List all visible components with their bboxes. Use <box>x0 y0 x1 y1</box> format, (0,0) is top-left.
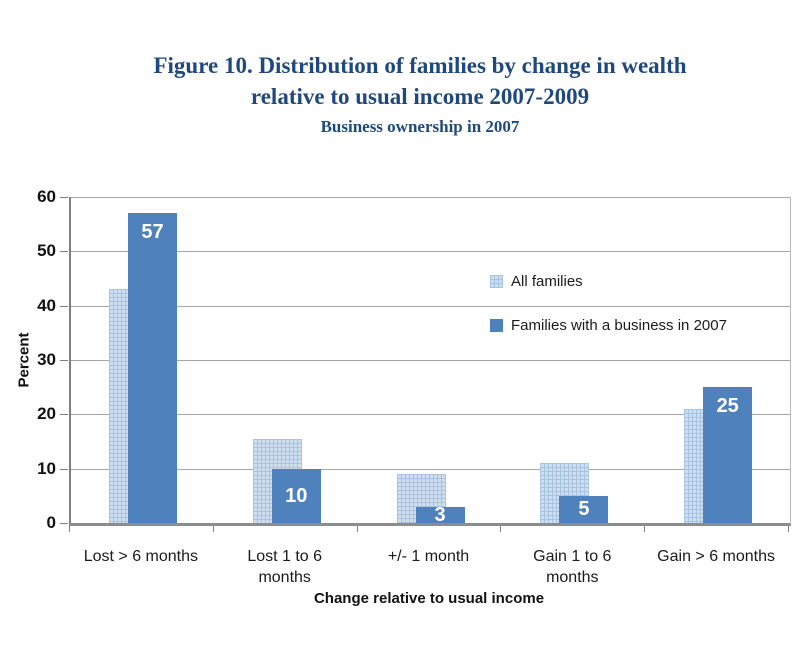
gridline-10 <box>71 468 790 470</box>
bar-business-0: 57 <box>128 213 177 523</box>
x-tick-mark-1 <box>212 526 214 532</box>
legend-label-business-families: Families with a business in 2007 <box>511 317 727 334</box>
x-category-label-2: +/- 1 month <box>387 548 470 565</box>
chart-subtitle: Business ownership in 2007 <box>320 117 520 136</box>
y-tick-label-60: 60 <box>37 187 56 206</box>
bar-business-2: 3 <box>415 503 465 526</box>
plot-area: All families Families with a business in… <box>69 197 791 526</box>
x-category-label-0: Lost > 6 months <box>83 548 199 565</box>
y-tick-mark-20 <box>60 414 68 416</box>
gridline-60 <box>71 197 790 198</box>
legend-item-all-families: All families <box>490 273 583 290</box>
y-tick-mark-0 <box>60 523 68 524</box>
y-tick-label-10: 10 <box>37 458 56 478</box>
x-tick-mark-0 <box>69 526 70 532</box>
chart-title-block: Figure 10. Distribution of families by c… <box>40 50 800 138</box>
y-tick-label-0: 0 <box>46 513 56 532</box>
bar-data-label-0: 57 <box>141 221 164 244</box>
y-tick-label-30: 30 <box>37 350 56 369</box>
bar-data-label-4: 25 <box>716 395 739 418</box>
x-tick-mark-5 <box>788 526 789 532</box>
y-tick-mark-30 <box>60 360 68 361</box>
y-tick-mark-10 <box>60 468 68 470</box>
x-category-label-1: Lost 1 to 6 months <box>247 548 323 586</box>
y-tick-label-20: 20 <box>37 404 56 424</box>
bar-data-label-3: 5 <box>578 498 590 521</box>
gridline-50 <box>71 251 790 253</box>
chart-title-line1: Figure 10. Distribution of families by c… <box>153 53 687 78</box>
chart-title-line2: relative to usual income 2007-2009 <box>250 84 590 109</box>
y-tick-mark-40 <box>60 305 68 307</box>
bar-data-label-2: 3 <box>434 503 446 526</box>
bar-business-1: 10 <box>271 468 321 523</box>
y-tick-label-50: 50 <box>37 241 56 261</box>
x-tick-mark-4 <box>644 526 646 532</box>
legend-swatch-business-families <box>490 319 503 332</box>
y-tick-mark-60 <box>60 197 68 198</box>
y-tick-label-40: 40 <box>37 295 56 315</box>
legend-swatch-all-families <box>490 275 503 288</box>
x-tick-mark-3 <box>500 526 502 532</box>
x-tick-mark-2 <box>356 526 358 532</box>
legend-item-business-families: Families with a business in 2007 <box>490 317 727 334</box>
y-tick-mark-50 <box>60 251 68 253</box>
bar-data-label-1: 10 <box>285 484 308 507</box>
bar-business-3: 5 <box>559 495 609 523</box>
gridline-30 <box>71 360 790 361</box>
x-category-label-3: Gain 1 to 6 months <box>533 548 612 586</box>
x-axis-title: Change relative to usual income <box>313 590 545 607</box>
gridline-20 <box>71 414 790 416</box>
x-category-label-4: Gain > 6 months <box>657 548 776 565</box>
bar-business-4: 25 <box>703 387 753 523</box>
legend-label-all-families: All families <box>511 273 583 290</box>
gridline-40 <box>71 305 790 307</box>
